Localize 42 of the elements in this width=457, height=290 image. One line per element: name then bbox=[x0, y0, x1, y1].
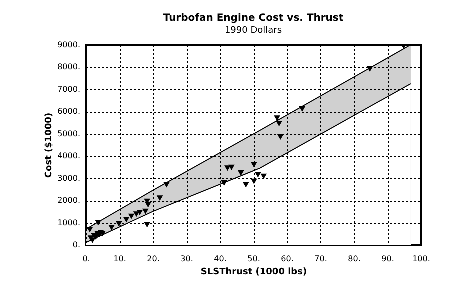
point bbox=[145, 202, 152, 208]
y-tick-label: 4000. bbox=[58, 152, 80, 161]
x-tick-label: 40. bbox=[214, 254, 227, 264]
x-tick-label: 30. bbox=[180, 254, 194, 264]
y-tick-label: 5000. bbox=[58, 129, 80, 138]
point bbox=[276, 121, 282, 127]
point bbox=[164, 182, 170, 188]
point bbox=[86, 227, 94, 233]
x-tick-label: 100. bbox=[412, 254, 430, 264]
point bbox=[156, 196, 164, 202]
y-tick-label: 1000. bbox=[58, 218, 80, 228]
x-tick-label: 70. bbox=[314, 254, 328, 264]
x-tick-label: 10. bbox=[114, 254, 126, 264]
y-tick-label: 0. bbox=[72, 240, 80, 250]
y-tick-label: 6000. bbox=[58, 107, 80, 116]
x-tick-label: 90. bbox=[382, 254, 394, 264]
point bbox=[142, 208, 149, 214]
x-axis-title: SLSThrust (1000 lbs) bbox=[200, 268, 308, 278]
x-tick-label: 80. bbox=[348, 254, 361, 264]
point bbox=[242, 182, 250, 188]
chart-title: Turbofan Engine Cost vs. Thrust bbox=[163, 13, 344, 24]
y-tick-label: 7000. bbox=[58, 84, 80, 94]
x-tick-label: 20. bbox=[147, 254, 160, 264]
x-tick-label: 60. bbox=[281, 254, 294, 264]
y-tick-label: 2000. bbox=[58, 196, 80, 206]
point bbox=[221, 180, 228, 186]
point bbox=[238, 170, 244, 176]
point bbox=[128, 214, 135, 220]
y-axis-title: Cost ($1000) bbox=[44, 112, 55, 178]
y-tick-label: 9000. bbox=[58, 40, 80, 50]
x-tick-label: 50. bbox=[248, 254, 260, 264]
point bbox=[123, 217, 130, 223]
y-tick-label: 3000. bbox=[58, 174, 80, 183]
x-tick-label: 0. bbox=[82, 254, 90, 264]
y-tick-label: 8000. bbox=[58, 62, 80, 72]
point bbox=[108, 225, 115, 231]
point bbox=[299, 106, 306, 112]
point bbox=[255, 172, 262, 178]
point bbox=[228, 164, 235, 170]
chart-subtitle: 1990 Dollars bbox=[224, 26, 282, 36]
point bbox=[277, 134, 284, 140]
point bbox=[136, 210, 144, 216]
